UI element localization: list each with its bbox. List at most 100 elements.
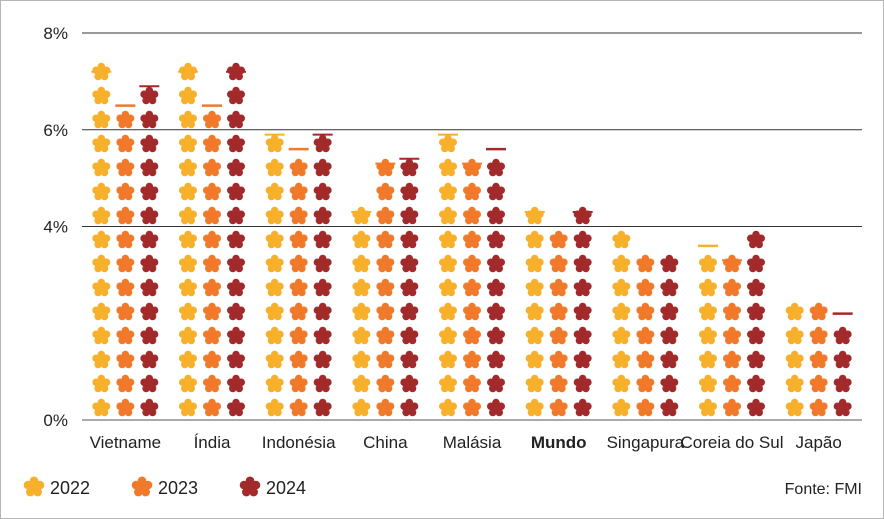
flower-icon: [116, 278, 135, 297]
flower-icon: [376, 326, 395, 345]
flower-icon: [747, 326, 765, 345]
flower-icon: [439, 278, 457, 297]
flower-icon: [463, 254, 481, 273]
flower-icon: [809, 350, 828, 369]
flower-icon: [439, 302, 457, 321]
flower-icon: [439, 182, 457, 201]
flower-icon: [400, 158, 419, 177]
flower-icon: [265, 350, 284, 369]
flower-icon: [179, 110, 197, 129]
flower-icon: [179, 350, 197, 369]
flower-icon: [400, 206, 419, 225]
bar: [264, 133, 285, 417]
bar: [660, 254, 679, 417]
flower-icon: [116, 110, 135, 129]
flower-icon: [92, 326, 111, 345]
flower-icon: [463, 398, 481, 417]
flower-icon: [289, 254, 308, 273]
flower-icon: [140, 182, 159, 201]
bar: [462, 158, 482, 417]
flower-icon: [92, 158, 111, 177]
flower-icon: [140, 254, 159, 273]
flower-icon: [265, 254, 284, 273]
flower-icon: [116, 350, 135, 369]
flower-icon: [525, 398, 544, 417]
flower-icon: [612, 374, 631, 393]
flower-icon: [140, 398, 159, 417]
y-tick-label: 6%: [43, 121, 68, 140]
flower-icon: [833, 374, 852, 393]
flower-icon: [203, 110, 221, 129]
flower-icon: [92, 350, 111, 369]
flower-icon: [265, 278, 284, 297]
flower-icon: [203, 182, 221, 201]
flower-icon: [289, 158, 308, 177]
flower-icon: [116, 182, 135, 201]
flower-icon: [140, 302, 159, 321]
flower-icon: [179, 398, 197, 417]
flower-icon: [265, 326, 284, 345]
flower-icon: [227, 374, 245, 393]
flower-icon: [747, 350, 765, 369]
flower-icon: [636, 326, 655, 345]
bar: [832, 312, 853, 417]
flower-icon: [227, 302, 245, 321]
flower-icon: [352, 374, 371, 393]
flower-icon: [573, 398, 592, 417]
flower-icon: [289, 302, 308, 321]
flower-icon: [636, 374, 655, 393]
flower-icon: [203, 230, 221, 249]
flower-icon: [573, 254, 592, 273]
bar: [549, 230, 568, 417]
flower-icon: [525, 254, 544, 273]
bar: [202, 104, 222, 417]
flower-icon: [313, 302, 332, 321]
flower-icon: [203, 326, 221, 345]
flower-icon: [92, 398, 111, 417]
flower-icon: [439, 230, 457, 249]
flower-icon: [699, 302, 717, 321]
flower-icon: [179, 206, 197, 225]
flower-icon: [723, 278, 741, 297]
flower-icon: [487, 230, 505, 249]
x-category-label: Índia: [194, 433, 231, 452]
y-axis-ticks: 0% 4% 6% 8%: [43, 24, 68, 430]
flower-icon: [463, 278, 481, 297]
flower-icon: [203, 206, 221, 225]
flower-icon: [785, 374, 804, 393]
flower-icon: [140, 230, 159, 249]
flower-icon: [612, 254, 631, 273]
flower-icon: [636, 350, 655, 369]
flower-icon: [179, 230, 197, 249]
flower-icon: [227, 110, 245, 129]
flower-icon: [313, 398, 332, 417]
flower-icon: [376, 278, 395, 297]
flower-icon: [573, 374, 592, 393]
flower-icon: [723, 302, 741, 321]
flower-icon: [203, 254, 221, 273]
flower-icon: [463, 206, 481, 225]
flower-icon: [203, 158, 221, 177]
flower-icon: [116, 326, 135, 345]
flower-icon: [439, 350, 457, 369]
flower-icon: [116, 158, 135, 177]
flower-icon: [747, 254, 765, 273]
flower-icon: [376, 158, 395, 177]
flower-icon: [313, 134, 332, 153]
legend-flower-icon: [131, 476, 153, 497]
flower-icon: [289, 230, 308, 249]
bars: [91, 62, 853, 417]
flower-icon: [525, 374, 544, 393]
flower-icon: [227, 350, 245, 369]
flower-icon: [439, 158, 457, 177]
flower-icon: [265, 230, 284, 249]
flower-icon: [660, 398, 679, 417]
flower-icon: [487, 302, 505, 321]
flower-icon: [92, 302, 111, 321]
flower-icon: [179, 374, 197, 393]
flower-icon: [92, 254, 111, 273]
flower-icon: [400, 254, 419, 273]
flower-icon: [699, 254, 717, 273]
x-category-label: Malásia: [443, 433, 502, 452]
flower-icon: [612, 326, 631, 345]
